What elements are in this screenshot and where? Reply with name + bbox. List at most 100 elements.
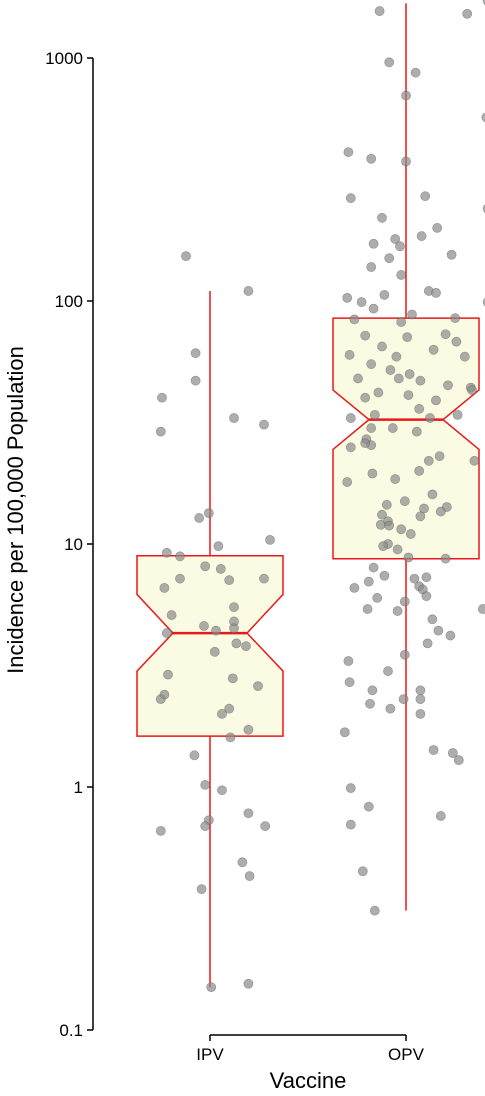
data-point-opv xyxy=(401,90,411,101)
data-point-opv xyxy=(398,694,409,705)
data-point-opv xyxy=(401,156,411,167)
data-point-ipv xyxy=(217,785,227,796)
data-point-opv xyxy=(379,570,390,581)
data-point-ipv xyxy=(190,375,201,386)
data-point-ipv xyxy=(155,694,166,705)
data-point-opv xyxy=(434,451,445,462)
data-point-ipv xyxy=(155,825,166,836)
data-point-opv xyxy=(428,745,439,755)
data-point-opv xyxy=(415,685,426,696)
data-point-ipv xyxy=(159,582,170,593)
data-point-opv xyxy=(375,519,386,530)
data-point-opv xyxy=(344,677,355,688)
x-axis-title: Vaccine xyxy=(270,1068,347,1093)
data-point-opv xyxy=(451,336,462,347)
data-point-opv xyxy=(367,468,378,479)
data-point-ipv xyxy=(163,669,173,680)
data-point-opv xyxy=(428,344,439,355)
data-point-ipv xyxy=(260,821,271,832)
data-point-opv xyxy=(366,423,377,433)
data-point-opv xyxy=(459,351,470,362)
data-point-ipv xyxy=(225,732,236,743)
data-point-opv xyxy=(356,297,367,307)
data-point-opv xyxy=(407,309,417,320)
data-point-ipv xyxy=(241,641,251,652)
data-point-opv xyxy=(368,562,379,573)
data-point-opv xyxy=(379,289,390,300)
y-axis: 0.1 1 10 100 1000 xyxy=(45,49,94,1040)
notched-box xyxy=(136,554,284,737)
data-point-opv xyxy=(362,604,373,614)
data-point-opv xyxy=(427,614,438,625)
data-point-opv xyxy=(431,287,441,298)
data-point-opv xyxy=(342,477,353,487)
data-point-ipv xyxy=(175,551,185,562)
notched-box xyxy=(332,317,480,560)
data-point-opv xyxy=(416,231,427,241)
data-point-opv xyxy=(360,392,371,403)
data-point-opv xyxy=(363,576,374,587)
data-point-opv xyxy=(399,496,410,507)
data-point-opv xyxy=(369,905,380,916)
data-point-ipv xyxy=(200,780,211,790)
data-point-opv xyxy=(377,212,387,223)
y-tick-label: 1 xyxy=(74,778,83,797)
data-point-opv xyxy=(410,67,421,78)
data-point-ipv xyxy=(224,703,235,714)
data-point-opv xyxy=(393,373,404,384)
data-point-opv xyxy=(445,630,456,641)
data-point-opv xyxy=(344,350,355,360)
data-point-opv xyxy=(440,553,451,564)
data-point-ipv xyxy=(200,821,211,832)
data-point-opv xyxy=(345,193,356,204)
data-point-ipv xyxy=(224,575,235,586)
data-point-ipv xyxy=(243,286,254,296)
data-point-ipv xyxy=(161,628,172,638)
data-point-ipv xyxy=(190,348,201,359)
data-point-opv xyxy=(399,596,410,607)
data-point-opv xyxy=(414,465,425,476)
data-point-ipv xyxy=(229,623,239,634)
data-point-opv xyxy=(345,413,356,423)
data-point-opv xyxy=(384,57,395,68)
boxes xyxy=(136,3,480,988)
data-point-opv xyxy=(435,811,446,821)
y-tick-label: 0.1 xyxy=(59,1021,83,1040)
data-point-opv xyxy=(357,866,368,877)
data-point-ipv xyxy=(199,621,209,631)
data-point-opv xyxy=(421,572,432,583)
data-point-ipv xyxy=(215,563,226,574)
data-point-opv xyxy=(415,375,426,386)
data-point-ipv xyxy=(253,681,263,692)
data-point-opv xyxy=(405,529,416,539)
data-point-opv xyxy=(385,703,396,714)
data-point-ipv xyxy=(231,638,242,649)
data-point-opv xyxy=(363,801,374,812)
x-tick-label: IPV xyxy=(196,1045,224,1064)
data-point-opv xyxy=(381,499,392,510)
x-axis: IPV OPV xyxy=(196,1034,425,1064)
data-point-ipv xyxy=(243,808,254,819)
data-point-opv xyxy=(378,541,389,552)
data-point-ipv xyxy=(196,884,207,895)
data-point-opv xyxy=(396,524,407,535)
data-point-opv xyxy=(360,438,371,449)
data-point-ipv xyxy=(243,978,254,989)
data-point-opv xyxy=(415,708,426,719)
data-point-opv xyxy=(342,292,353,303)
data-point-opv xyxy=(462,8,473,19)
data-point-opv xyxy=(423,455,434,466)
data-point-ipv xyxy=(237,857,248,868)
data-point-ipv xyxy=(181,251,191,262)
data-point-ipv xyxy=(211,625,221,636)
data-point-opv xyxy=(403,552,414,563)
y-tick-label: 100 xyxy=(55,292,83,311)
data-point-opv xyxy=(399,649,410,660)
data-point-opv xyxy=(404,369,415,380)
data-point-opv xyxy=(345,442,356,453)
data-point-ipv xyxy=(213,541,224,552)
data-point-opv xyxy=(443,380,453,391)
data-point-opv xyxy=(450,313,461,324)
data-point-opv xyxy=(477,604,485,614)
